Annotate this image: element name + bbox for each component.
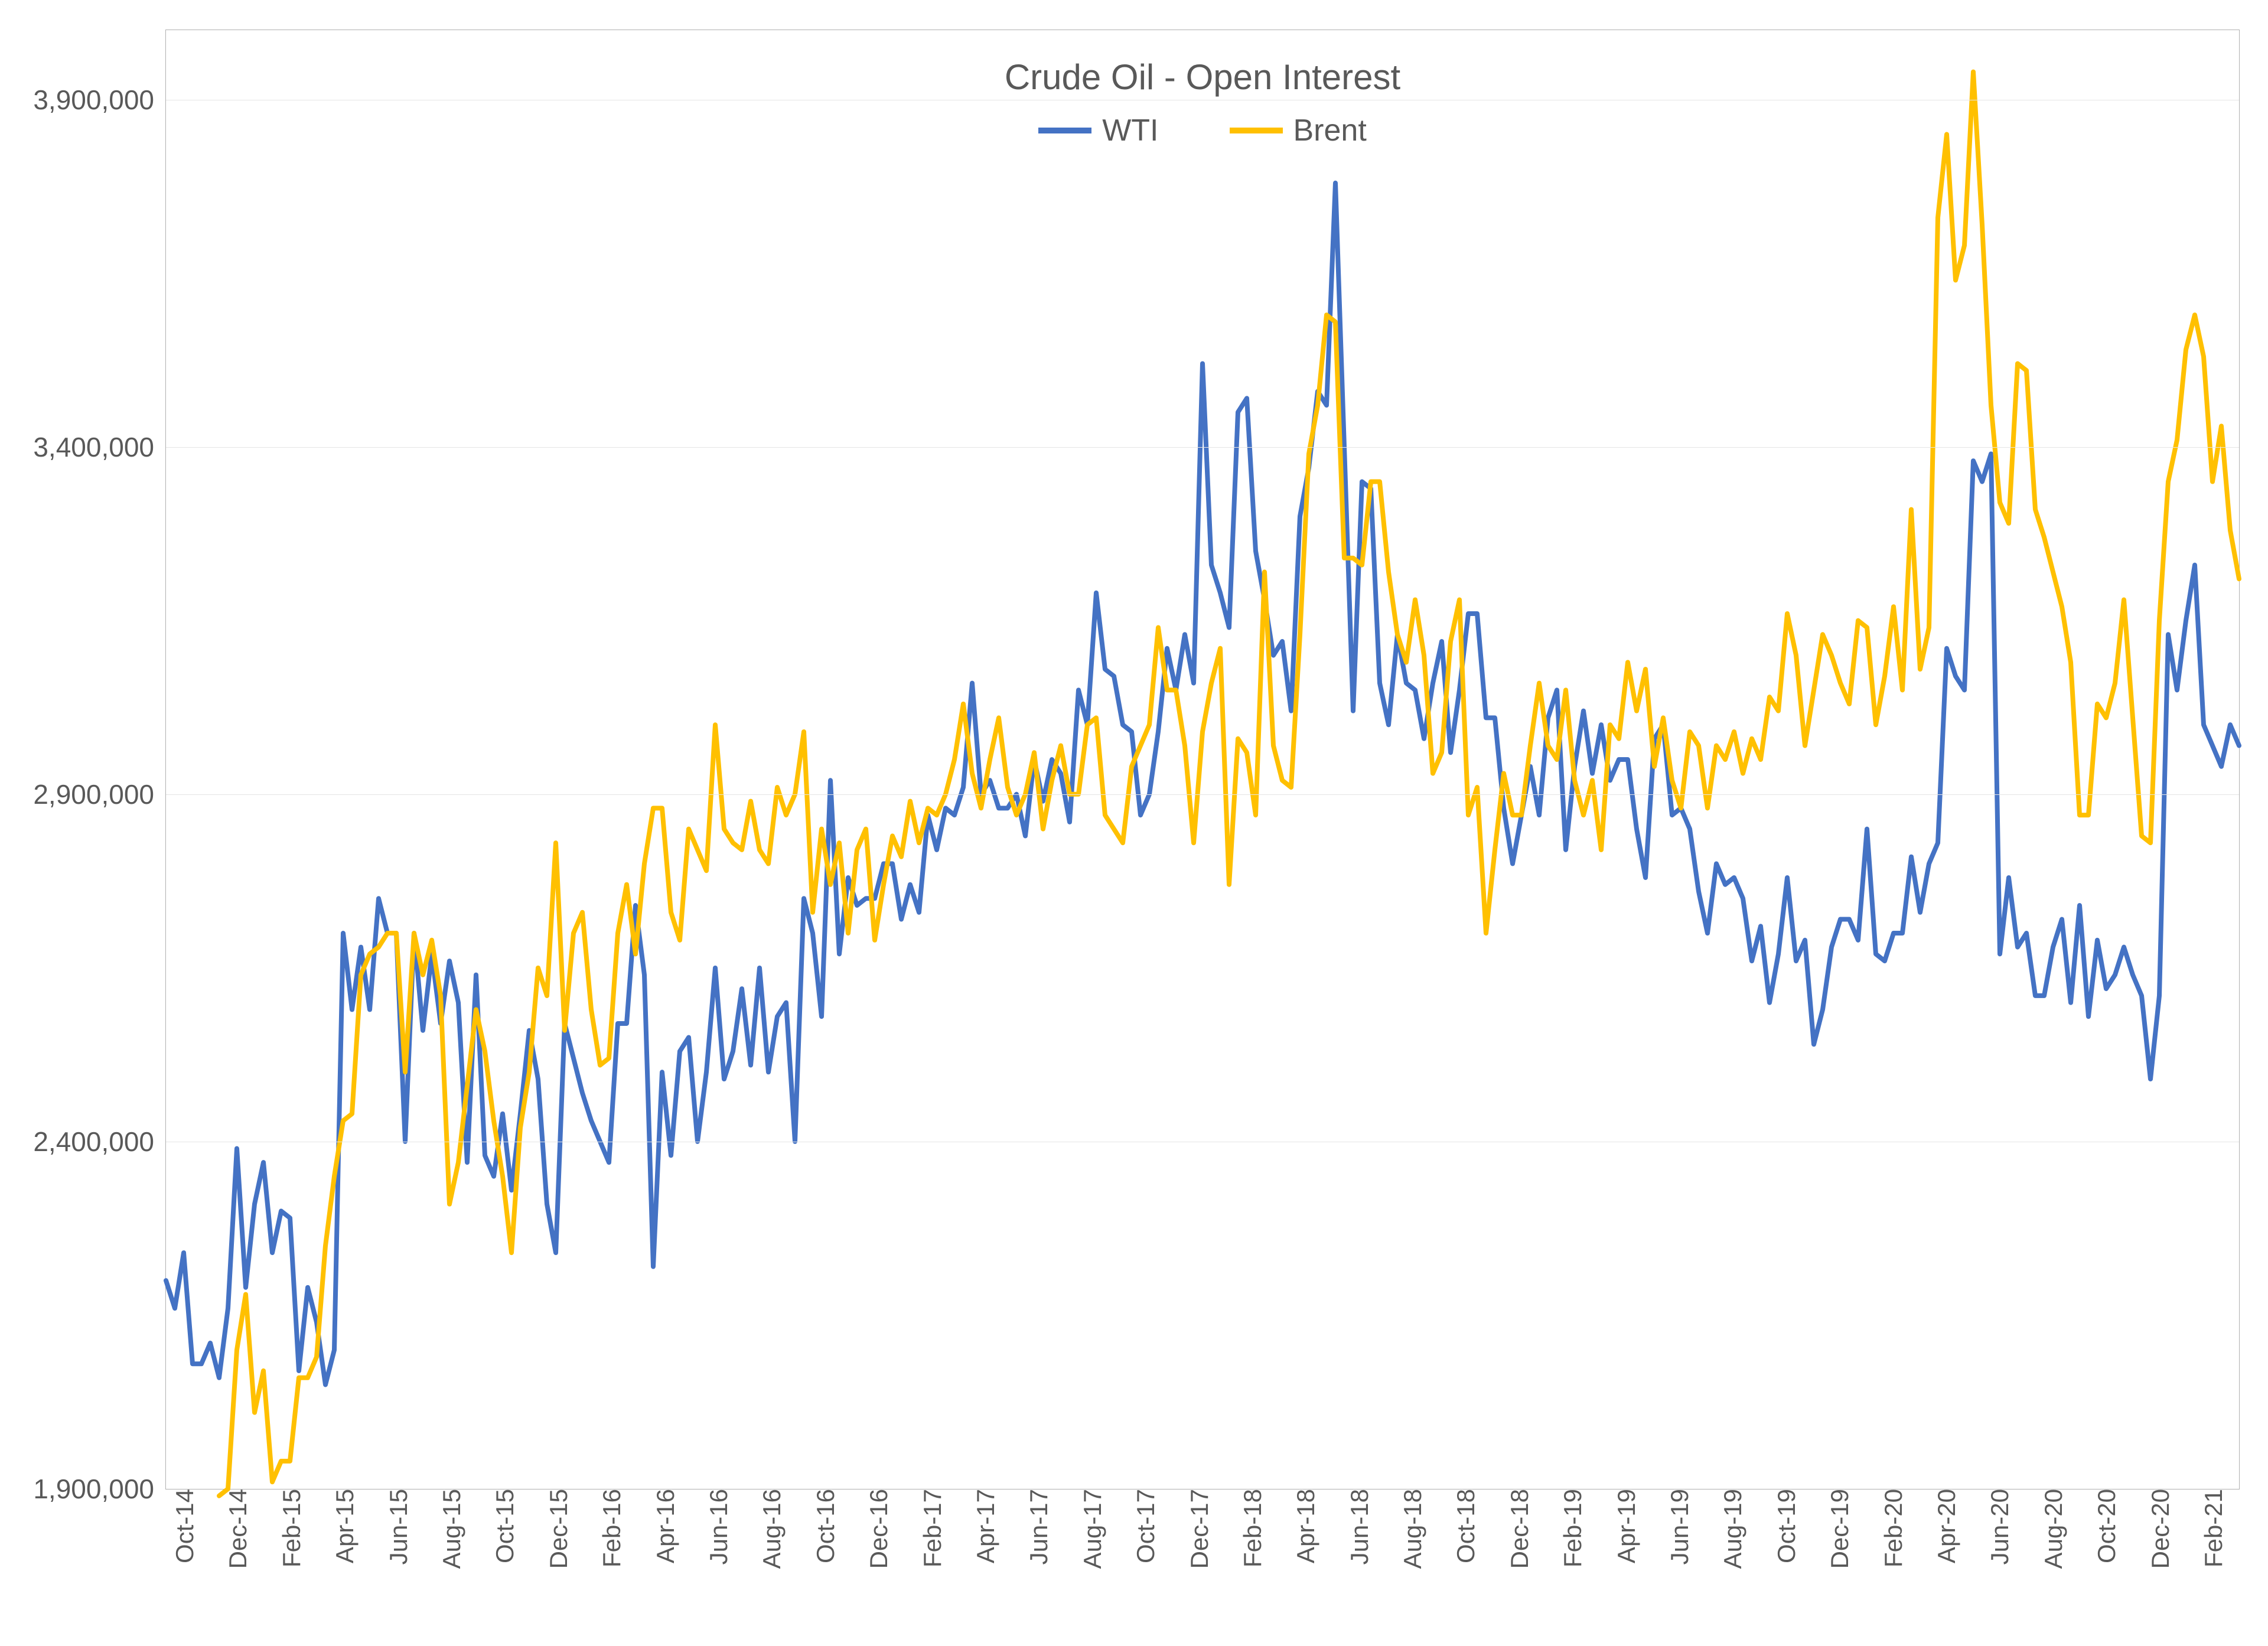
- x-tick-label: Jun-19: [1661, 1489, 1694, 1564]
- series-svg: [166, 30, 2239, 1489]
- x-tick-label: Oct-18: [1447, 1489, 1480, 1563]
- x-tick-label: Oct-14: [166, 1489, 199, 1563]
- x-tick-label: Feb-17: [914, 1489, 947, 1567]
- x-tick-label: Apr-16: [647, 1489, 680, 1563]
- x-tick-label: Aug-19: [1714, 1489, 1747, 1569]
- y-tick-label: 2,900,000: [33, 778, 166, 810]
- x-tick-label: Feb-20: [1875, 1489, 1908, 1567]
- x-tick-label: Feb-18: [1234, 1489, 1267, 1567]
- series-line-brent: [219, 72, 2239, 1496]
- x-tick-label: Feb-19: [1554, 1489, 1587, 1567]
- x-tick-label: Aug-15: [433, 1489, 466, 1569]
- x-tick-label: Aug-17: [1074, 1489, 1107, 1569]
- x-tick-label: Dec-17: [1181, 1489, 1214, 1569]
- x-tick-label: Jun-16: [700, 1489, 733, 1564]
- x-tick-label: Dec-14: [219, 1489, 252, 1569]
- y-tick-label: 3,900,000: [33, 84, 166, 116]
- x-tick-label: Oct-16: [807, 1489, 840, 1563]
- x-tick-label: Apr-19: [1608, 1489, 1641, 1563]
- x-tick-label: Dec-19: [1821, 1489, 1854, 1569]
- x-tick-label: Feb-15: [273, 1489, 306, 1567]
- x-tick-label: Oct-20: [2088, 1489, 2121, 1563]
- x-tick-label: Apr-18: [1287, 1489, 1320, 1563]
- y-gridline: [166, 794, 2239, 795]
- y-tick-label: 2,400,000: [33, 1126, 166, 1158]
- x-tick-label: Dec-20: [2142, 1489, 2175, 1569]
- plot-area: Crude Oil - Open Interest WTIBrent 1,900…: [165, 30, 2240, 1489]
- y-gridline: [166, 447, 2239, 448]
- x-tick-label: Apr-20: [1928, 1489, 1961, 1563]
- x-tick-label: Jun-20: [1981, 1489, 2014, 1564]
- x-tick-label: Dec-15: [540, 1489, 573, 1569]
- x-tick-label: Oct-15: [486, 1489, 519, 1563]
- x-tick-label: Oct-19: [1768, 1489, 1801, 1563]
- x-tick-label: Aug-20: [2035, 1489, 2068, 1569]
- x-tick-label: Oct-17: [1127, 1489, 1160, 1563]
- series-line-wti: [166, 183, 2239, 1385]
- x-tick-label: Feb-21: [2195, 1489, 2228, 1567]
- x-tick-label: Jun-15: [380, 1489, 413, 1564]
- x-tick-label: Dec-16: [860, 1489, 893, 1569]
- x-tick-label: Aug-16: [753, 1489, 786, 1569]
- y-tick-label: 1,900,000: [33, 1473, 166, 1505]
- chart-container: Crude Oil - Open Interest WTIBrent 1,900…: [0, 0, 2268, 1646]
- x-tick-label: Feb-16: [593, 1489, 626, 1567]
- x-tick-label: Apr-17: [967, 1489, 1000, 1563]
- x-tick-label: Apr-15: [326, 1489, 359, 1563]
- x-tick-label: Jun-18: [1341, 1489, 1374, 1564]
- x-tick-label: Aug-18: [1394, 1489, 1427, 1569]
- x-tick-label: Jun-17: [1020, 1489, 1053, 1564]
- y-tick-label: 3,400,000: [33, 431, 166, 463]
- x-tick-label: Dec-18: [1501, 1489, 1534, 1569]
